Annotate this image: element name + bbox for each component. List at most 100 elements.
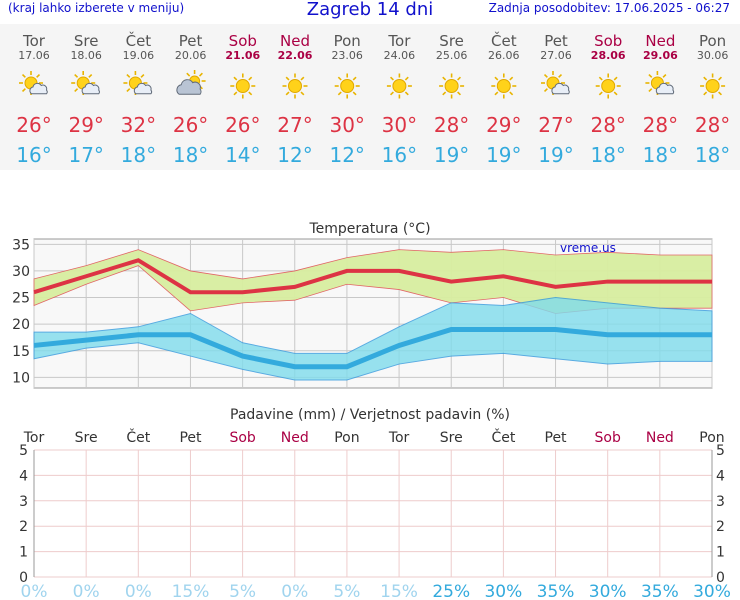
day-label: Čet [491, 428, 515, 446]
day-date: 24.06 [384, 49, 416, 62]
day-name: Sob [229, 32, 257, 50]
daily-forecast-strip: Tor 17.06 26° 16° Sre 18.06 29° 17° Čet 19.06 32° 1… [0, 24, 740, 170]
min-temp: 18° [173, 143, 208, 167]
precip-probability: 15% [172, 582, 210, 600]
day-date: 30.06 [697, 49, 729, 62]
min-temp: 16° [382, 143, 417, 167]
day-label: Tor [23, 430, 45, 446]
y-tick-label-right: 0 [716, 570, 725, 586]
day-date: 27.06 [540, 49, 572, 62]
sun-icon [439, 73, 465, 99]
day-name: Tor [387, 32, 411, 50]
min-temp: 17° [68, 143, 103, 167]
max-temp: 27° [538, 113, 573, 137]
min-temp: 18° [121, 143, 156, 167]
y-tick-label-left: 2 [19, 519, 28, 535]
day-label: Sre [440, 430, 463, 446]
last-updated: Zadnja posodobitev: 17.06.2025 - 06:27 [488, 1, 730, 15]
precip-probability: 25% [432, 582, 470, 600]
sun-icon [491, 73, 517, 99]
min-temp: 16° [16, 143, 51, 167]
day-date: 23.06 [331, 49, 363, 62]
y-tick-label: 10 [12, 370, 30, 386]
sun-icon [386, 73, 412, 99]
precip-probability: 5% [229, 582, 256, 600]
day-label: Pon [699, 430, 724, 446]
max-temp: 26° [173, 113, 208, 137]
day-date: 25.06 [436, 49, 468, 62]
day-date: 29.06 [643, 49, 678, 62]
precip-probability: 0% [73, 582, 100, 600]
y-tick-label-left: 3 [19, 494, 28, 510]
day-label: Ned [646, 430, 674, 446]
max-temp: 28° [695, 113, 730, 137]
day-date: 22.06 [278, 49, 313, 62]
day-date: 21.06 [225, 49, 260, 62]
sun-icon [334, 73, 360, 99]
max-temp: 30° [329, 113, 364, 137]
day-name: Pon [699, 32, 726, 50]
day-name: Čet [491, 31, 517, 50]
day-date: 19.06 [123, 49, 155, 62]
max-temp: 28° [590, 113, 625, 137]
max-temp: 29° [68, 113, 103, 137]
day-name: Tor [22, 32, 46, 50]
sun-icon [282, 73, 308, 99]
y-tick-label-left: 1 [19, 545, 28, 561]
precip-probability: 0% [281, 582, 308, 600]
max-temp: 26° [16, 113, 51, 137]
y-tick-label: 35 [12, 237, 30, 253]
min-temp: 19° [434, 143, 469, 167]
day-name: Sre [439, 32, 464, 50]
y-tick-label-right: 4 [716, 468, 725, 484]
precip-probability: 35% [641, 582, 679, 600]
precip-probability: 5% [333, 582, 360, 600]
day-name: Čet [126, 31, 152, 50]
min-temp-range-band [33, 297, 713, 381]
temperature-chart: Temperatura (°C) 10 15 20 25 30 35 vreme.us [12, 221, 713, 389]
day-label: Pon [334, 430, 359, 446]
precip-probability: 30% [693, 582, 731, 600]
max-temp: 30° [382, 113, 417, 137]
precip-probability: 15% [380, 582, 418, 600]
day-label: Ned [281, 430, 309, 446]
sun-cloud-icon [541, 71, 570, 95]
day-date: 28.06 [591, 49, 626, 62]
page-header: (kraj lahko izberete v meniju) Zagreb 14… [0, 0, 740, 24]
max-temp-range-band [33, 249, 713, 314]
day-name: Ned [645, 32, 675, 50]
day-name: Sob [594, 32, 622, 50]
min-temp: 19° [486, 143, 521, 167]
day-label: Sob [595, 430, 621, 446]
day-date: 26.06 [488, 49, 520, 62]
sun-icon [230, 73, 256, 99]
day-label: Čet [126, 428, 150, 446]
y-tick-label: 20 [12, 317, 30, 333]
forecast-svg: Tor17.0626°16°Sre18.0629°17°Čet19.0632°1… [16, 31, 730, 167]
y-tick-label-left: 0 [19, 570, 28, 586]
min-temp: 12° [277, 143, 312, 167]
y-tick-label-left: 4 [19, 468, 28, 484]
max-temp: 29° [486, 113, 521, 137]
min-temp: 12° [329, 143, 364, 167]
page-title: Zagreb 14 dni [306, 0, 434, 20]
min-temp: 14° [225, 143, 260, 167]
max-temp: 32° [121, 113, 156, 137]
precip-probability: 30% [484, 582, 522, 600]
max-temp: 26° [225, 113, 260, 137]
precipitation-chart-title: Padavine (mm) / Verjetnost padavin (%) [230, 407, 510, 423]
day-label: Pet [179, 430, 202, 446]
day-label: Tor [388, 430, 410, 446]
max-temp: 28° [643, 113, 678, 137]
day-name: Ned [280, 32, 310, 50]
precip-probability: 0% [21, 582, 48, 600]
cloud-sun-icon [176, 70, 206, 95]
sun-cloud-icon [71, 71, 100, 95]
y-tick-label-left: 5 [19, 443, 28, 459]
menu-hint[interactable]: (kraj lahko izberete v meniju) [8, 1, 185, 15]
day-name: Pet [179, 32, 203, 50]
min-temp-line [33, 326, 712, 370]
temperature-chart-title: Temperatura (°C) [308, 221, 430, 237]
day-date: 20.06 [175, 49, 207, 62]
day-label: Pet [545, 430, 568, 446]
